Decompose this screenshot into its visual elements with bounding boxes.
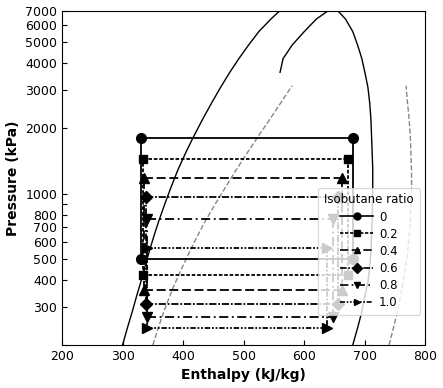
X-axis label: Enthalpy (kJ/kg): Enthalpy (kJ/kg) [181, 369, 306, 383]
Legend: 0, 0.2, 0.4, 0.6, 0.8, 1.0: 0, 0.2, 0.4, 0.6, 0.8, 1.0 [318, 187, 420, 315]
Y-axis label: Pressure (kPa): Pressure (kPa) [6, 120, 19, 236]
